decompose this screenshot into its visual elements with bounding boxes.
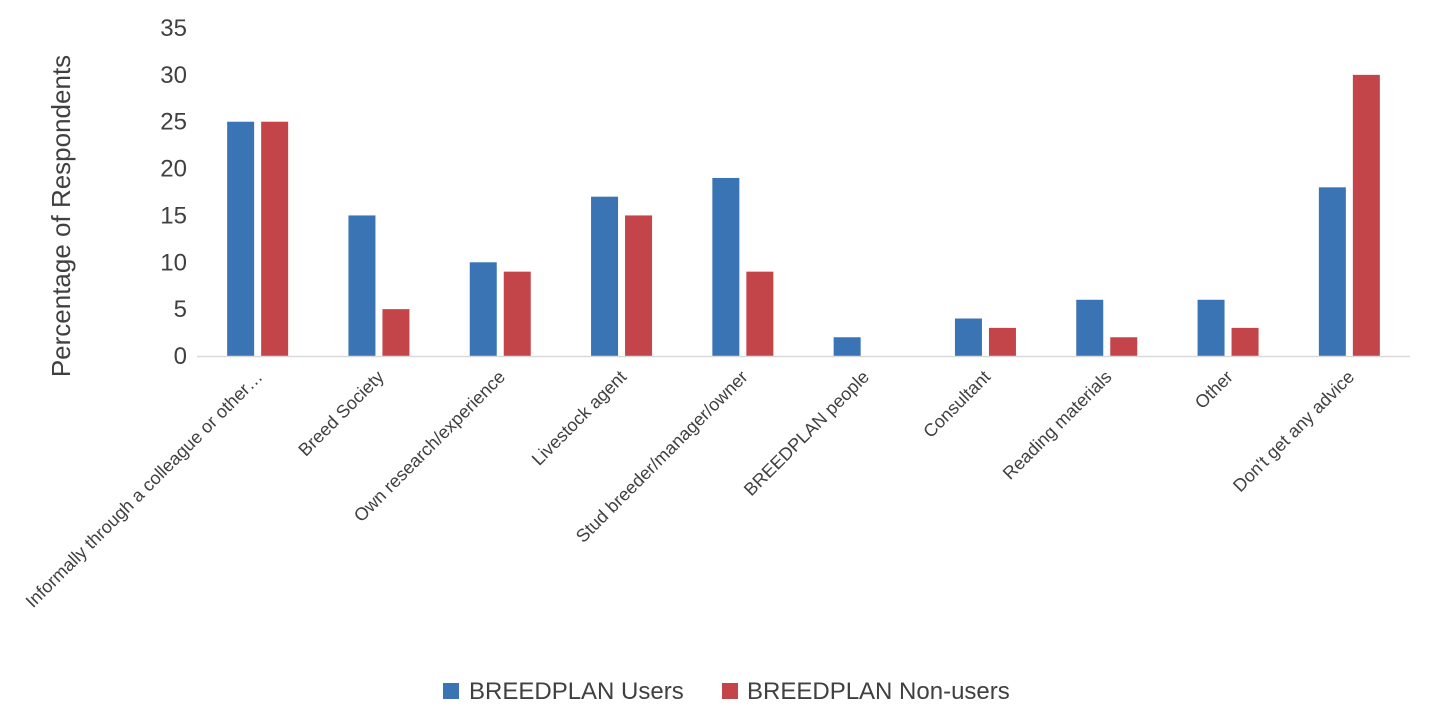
category-label: Breed Society xyxy=(294,367,387,460)
bar-non-users xyxy=(1110,337,1138,356)
bar-users xyxy=(591,196,619,356)
legend: BREEDPLAN Users BREEDPLAN Non-users xyxy=(443,678,1010,705)
y-tick-label: 20 xyxy=(160,156,187,183)
y-tick-label: 35 xyxy=(160,15,187,42)
bar-non-users xyxy=(382,309,410,356)
bar-users xyxy=(469,262,497,356)
bar-non-users xyxy=(1231,327,1259,356)
y-tick-label: 25 xyxy=(160,109,187,136)
y-tick-label: 10 xyxy=(160,249,187,276)
category-label: Consultant xyxy=(919,367,994,442)
bar-non-users xyxy=(1352,74,1380,356)
bar-users xyxy=(1076,299,1104,356)
bar-non-users xyxy=(746,271,774,356)
legend-label: BREEDPLAN Non-users xyxy=(747,678,1010,705)
bars xyxy=(227,74,1380,356)
bar-users xyxy=(712,177,740,356)
bar-users xyxy=(833,337,861,356)
bar-non-users xyxy=(625,215,653,356)
bar-non-users xyxy=(503,271,531,356)
category-label: Livestock agent xyxy=(528,367,631,470)
legend-label: BREEDPLAN Users xyxy=(469,678,684,705)
legend-swatch xyxy=(443,683,459,699)
category-label: BREEDPLAN people xyxy=(740,367,873,500)
bar-users xyxy=(348,215,376,356)
bar-users xyxy=(1197,299,1225,356)
category-label: Reading materials xyxy=(999,367,1116,484)
category-label: Other xyxy=(1191,367,1237,413)
bar-users xyxy=(954,318,982,356)
legend-swatch xyxy=(722,683,738,699)
category-label: Informally through a colleague or other… xyxy=(22,367,267,612)
x-axis-labels: Informally through a colleague or other…… xyxy=(22,367,1358,612)
bar-users xyxy=(1318,187,1346,356)
y-tick-label: 30 xyxy=(160,62,187,89)
y-tick-label: 5 xyxy=(174,296,187,323)
y-tick-label: 0 xyxy=(174,343,187,370)
y-axis-title: Percentage of Respondents xyxy=(46,55,76,377)
y-axis: 0 5 10 15 20 25 30 35 xyxy=(160,15,187,370)
bar-non-users xyxy=(261,121,289,356)
bar-users xyxy=(227,121,255,356)
bar-non-users xyxy=(988,327,1016,356)
y-tick-label: 15 xyxy=(160,202,187,229)
category-label: Don't get any advice xyxy=(1229,367,1358,496)
